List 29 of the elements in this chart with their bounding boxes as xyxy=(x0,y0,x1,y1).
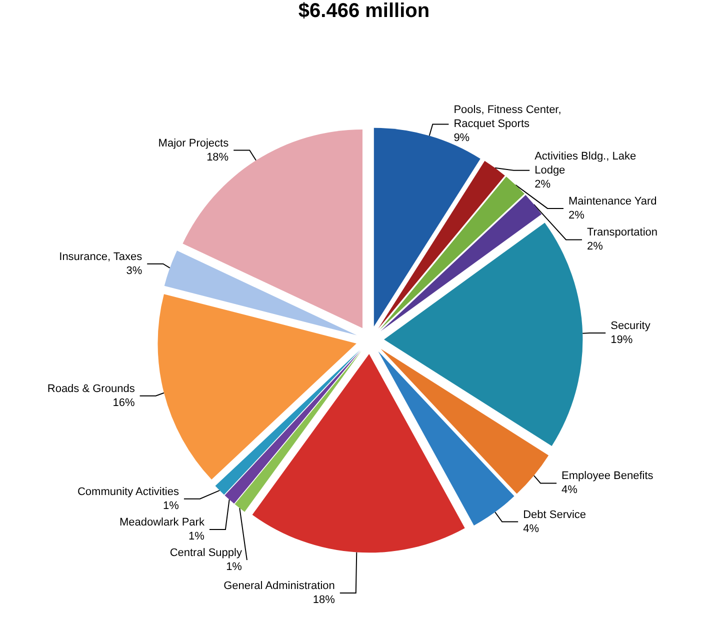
slice-label: Security xyxy=(610,320,651,332)
data-label: 18% xyxy=(312,594,336,606)
data-label: 18% xyxy=(206,151,229,164)
data-label: 9% xyxy=(454,132,470,144)
slice-label: Insurance, Taxes xyxy=(59,250,143,263)
data-label: 1% xyxy=(163,500,180,512)
data-label: 1% xyxy=(188,530,205,542)
slice-label: General Administration xyxy=(224,580,335,592)
data-label: 19% xyxy=(610,334,633,346)
data-label: 2% xyxy=(568,209,585,222)
chart-title: $6.466 million xyxy=(298,0,430,22)
slice-label: Roads & Grounds xyxy=(47,382,136,395)
slice-label: Activities Bldg., Lake Lodge xyxy=(534,150,640,176)
slice-label: Maintenance Yard xyxy=(568,195,657,208)
data-label: 4% xyxy=(562,484,578,496)
data-label: 3% xyxy=(126,264,142,277)
slice-label: Debt Service xyxy=(523,508,586,521)
slice-label: Transportation xyxy=(586,226,658,239)
slice-label: Central Supply xyxy=(170,547,242,560)
data-label: 2% xyxy=(586,240,604,253)
slice-label: Community Activities xyxy=(77,486,180,498)
slice-label: Employee Benefits xyxy=(562,470,654,482)
slice-label: Pools, Fitness Center, Racquet Sports xyxy=(454,104,564,130)
data-label: 16% xyxy=(112,396,136,409)
slice-label: Meadowlark Park xyxy=(119,516,205,528)
data-label: 1% xyxy=(226,561,242,574)
data-label: 4% xyxy=(523,522,540,535)
slice-label: Major Projects xyxy=(158,137,230,150)
data-label: 2% xyxy=(534,178,551,190)
